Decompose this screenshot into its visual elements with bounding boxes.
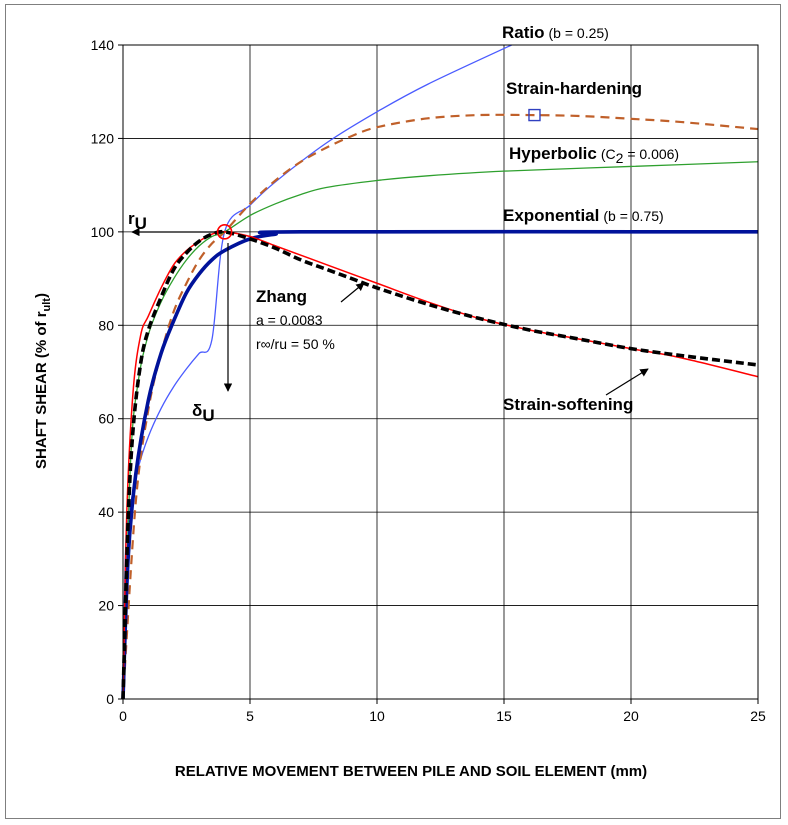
y-axis-title: SHAFT SHEAR (% of rult) bbox=[33, 293, 53, 469]
peak-marker bbox=[216, 224, 233, 240]
series-layer bbox=[121, 44, 759, 700]
softening-arrow bbox=[605, 368, 649, 396]
y-tick-label: 120 bbox=[91, 130, 115, 146]
ratio-label: Ratio (b = 0.25) bbox=[502, 23, 609, 42]
series-strain-hardening-line bbox=[121, 113, 759, 700]
strain-hardening-label: Strain-hardening bbox=[506, 79, 642, 98]
series-zhang-line bbox=[121, 229, 759, 700]
grid bbox=[122, 44, 759, 700]
y-tick-label: 0 bbox=[106, 691, 114, 707]
y-tick-label: 80 bbox=[98, 317, 114, 333]
y-tick-label: 40 bbox=[98, 504, 114, 520]
series-exponential-line bbox=[121, 229, 759, 700]
chart-frame: 0 5 10 15 20 25 0 20 40 60 80 100 120 140 RELATIVE MO… bbox=[5, 4, 781, 819]
hardening-peak-marker bbox=[528, 108, 541, 122]
hyperbolic-label: Hyperbolic (C2 = 0.006) bbox=[509, 144, 679, 166]
x-tick-label: 5 bbox=[246, 708, 254, 724]
x-tick-label: 0 bbox=[119, 708, 127, 724]
zhang-a-label: a = 0.0083 bbox=[256, 312, 323, 328]
y-tick-label: 100 bbox=[91, 224, 115, 240]
zhang-ratio-label: r∞/ru = 50 % bbox=[256, 336, 335, 352]
y-tick-label: 140 bbox=[91, 37, 115, 53]
y-tick-label: 60 bbox=[98, 411, 114, 427]
plot-area-border bbox=[122, 44, 759, 700]
x-tick-label: 25 bbox=[750, 708, 766, 724]
zhang-arrow bbox=[340, 282, 365, 303]
x-tick-label: 15 bbox=[496, 708, 512, 724]
du-label: δU bbox=[192, 401, 215, 425]
y-tick-label: 20 bbox=[98, 598, 114, 614]
zhang-label: Zhang bbox=[256, 287, 307, 306]
series-ratio-line bbox=[122, 44, 512, 700]
strain-softening-label: Strain-softening bbox=[503, 395, 633, 414]
x-tick-label: 10 bbox=[369, 708, 385, 724]
series-strain-softening-line bbox=[122, 231, 759, 700]
tick-labels: 0 5 10 15 20 25 0 20 40 60 80 100 120 140 bbox=[91, 37, 766, 724]
x-tick-label: 20 bbox=[623, 708, 639, 724]
chart-svg: 0 5 10 15 20 25 0 20 40 60 80 100 120 140 RELATIVE MO… bbox=[33, 23, 766, 780]
x-axis-title: RELATIVE MOVEMENT BETWEEN PILE AND SOIL … bbox=[175, 763, 647, 780]
ru-label: rU bbox=[128, 209, 147, 233]
series-hyperbolic-line bbox=[122, 161, 759, 700]
exponential-label: Exponential (b = 0.75) bbox=[503, 206, 664, 225]
